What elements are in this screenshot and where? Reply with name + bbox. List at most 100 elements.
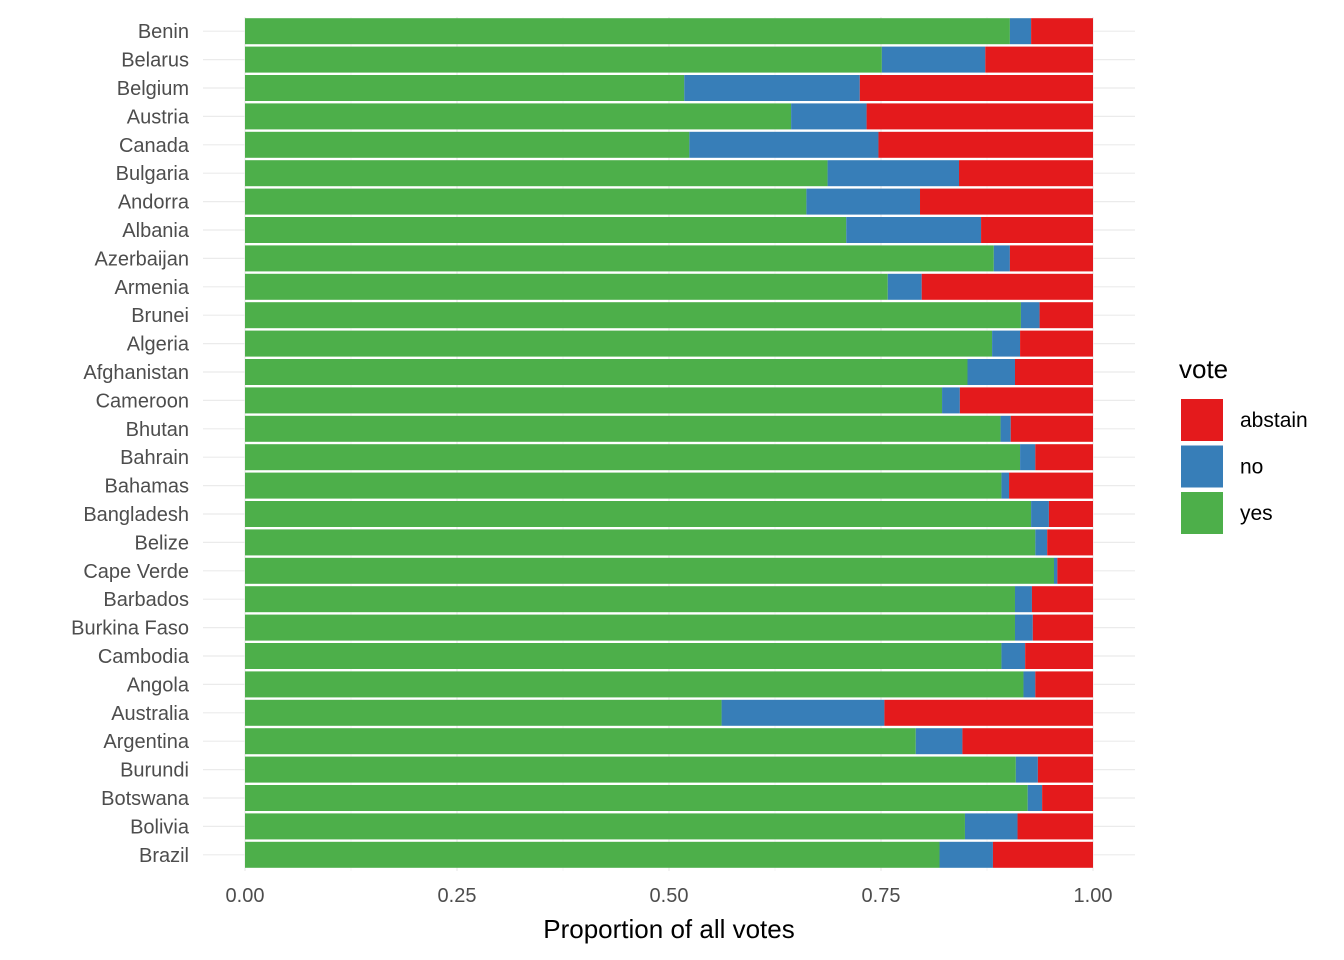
bar-segment-no: [1020, 302, 1040, 329]
legend-label: yes: [1240, 502, 1273, 525]
bar-segment-no: [689, 131, 879, 158]
x-tick-label: 0.00: [226, 885, 265, 907]
bar-segment-yes: [245, 785, 1028, 811]
y-tick-label: Belarus: [121, 50, 189, 72]
y-tick-label: Cameroon: [96, 390, 189, 412]
y-tick-label: Belize: [135, 532, 189, 554]
bar-segment-no: [1001, 472, 1010, 499]
y-tick-label: Andorra: [118, 192, 190, 214]
bar-segment-abstain: [859, 75, 1093, 101]
bar-segment-no: [1014, 586, 1032, 613]
bar-segment-yes: [245, 302, 1021, 329]
bar-segment-abstain: [1032, 614, 1093, 641]
bar-segment-yes: [245, 415, 1001, 442]
y-tick-label: Bangladesh: [83, 504, 189, 526]
bar-segment-abstain: [1039, 302, 1093, 329]
bar-segment-abstain: [884, 699, 1093, 726]
y-tick-label: Austria: [127, 106, 190, 128]
bar-segment-abstain: [992, 841, 1093, 868]
bar-segment-yes: [245, 359, 968, 385]
y-tick-label: Benin: [138, 21, 189, 43]
bar-segment-abstain: [920, 188, 1093, 215]
bar-segment-yes: [245, 75, 685, 101]
bar-segment-abstain: [1047, 529, 1093, 556]
y-tick-label: Cape Verde: [83, 561, 189, 583]
x-tick-label: 0.50: [650, 885, 689, 907]
bar-segment-yes: [245, 756, 1016, 783]
bars: [245, 18, 1093, 868]
bar-segment-yes: [245, 387, 943, 414]
bar-segment-yes: [245, 46, 882, 73]
bar-segment-no: [881, 46, 986, 73]
bar-segment-abstain: [959, 160, 1093, 187]
bar-segment-no: [1001, 643, 1026, 669]
bar-segment-yes: [245, 841, 940, 868]
bar-segment-yes: [245, 614, 1015, 641]
bar-segment-abstain: [1020, 330, 1093, 357]
bar-segment-no: [939, 841, 993, 868]
bar-segment-yes: [245, 728, 916, 755]
y-tick-label: Burkina Faso: [71, 618, 189, 640]
legend-swatch-no: [1181, 445, 1223, 488]
bar-segment-abstain: [1031, 18, 1093, 45]
bar-segment-yes: [245, 671, 1024, 698]
y-tick-label: Burundi: [120, 760, 189, 782]
y-tick-label: Algeria: [127, 334, 190, 356]
y-tick-label: Brunei: [131, 305, 189, 327]
bar-segment-abstain: [1010, 415, 1093, 442]
bar-segment-no: [827, 160, 960, 187]
legend-title: vote: [1179, 354, 1228, 384]
y-tick-label: Albania: [122, 220, 190, 242]
bar-segment-abstain: [1057, 557, 1093, 584]
legend-label: no: [1240, 456, 1263, 479]
bar-segment-no: [1009, 18, 1032, 45]
bar-segment-yes: [245, 472, 1002, 499]
bar-segment-abstain: [866, 103, 1093, 130]
bar-segment-yes: [245, 501, 1032, 527]
bar-segment-no: [993, 245, 1010, 272]
bar-segment-abstain: [1048, 501, 1093, 527]
bar-segment-yes: [245, 813, 965, 840]
x-axis-title: Proportion of all votes: [543, 914, 794, 944]
legend-swatch-yes: [1181, 492, 1223, 534]
x-tick-label: 0.25: [438, 885, 477, 907]
bar-segment-no: [1015, 756, 1038, 783]
legend-swatch-abstain: [1181, 399, 1223, 441]
y-tick-label: Argentina: [103, 731, 189, 753]
bar-segment-no: [915, 728, 963, 755]
bar-segment-no: [1053, 557, 1058, 584]
bar-segment-yes: [245, 643, 1002, 669]
y-tick-label: Bahamas: [105, 476, 190, 498]
y-tick-label: Afghanistan: [83, 362, 189, 384]
bar-segment-no: [1000, 415, 1011, 442]
bar-segment-abstain: [1009, 472, 1093, 499]
bar-segment-abstain: [1014, 359, 1093, 385]
bar-segment-no: [887, 273, 922, 300]
legend: vote abstain no yes: [1179, 354, 1308, 534]
y-tick-label: Brazil: [139, 845, 189, 867]
bar-segment-yes: [245, 557, 1054, 584]
x-tick-label: 1.00: [1074, 885, 1113, 907]
y-tick-label: Angola: [127, 674, 190, 696]
bar-segment-no: [1023, 671, 1036, 698]
bar-segment-abstain: [985, 46, 1093, 73]
y-tick-label: Barbados: [103, 589, 189, 611]
bar-segment-no: [1014, 614, 1033, 641]
bar-segment-yes: [245, 529, 1036, 556]
bar-segment-yes: [245, 160, 828, 187]
bar-segment-no: [846, 217, 982, 243]
y-tick-label: Canada: [119, 135, 190, 157]
bar-segment-no: [967, 359, 1015, 385]
bar-segment-yes: [245, 217, 847, 243]
bar-segment-abstain: [1017, 813, 1093, 840]
bar-segment-yes: [245, 444, 1021, 471]
bar-segment-yes: [245, 188, 807, 215]
bar-segment-abstain: [1025, 643, 1093, 669]
bar-segment-yes: [245, 699, 722, 726]
bar-segment-abstain: [1042, 785, 1093, 811]
bar-segment-abstain: [1035, 444, 1093, 471]
bar-segment-abstain: [1037, 756, 1093, 783]
y-tick-label: Bahrain: [120, 447, 189, 469]
bar-segment-no: [1031, 501, 1049, 527]
bar-segment-no: [992, 330, 1021, 357]
